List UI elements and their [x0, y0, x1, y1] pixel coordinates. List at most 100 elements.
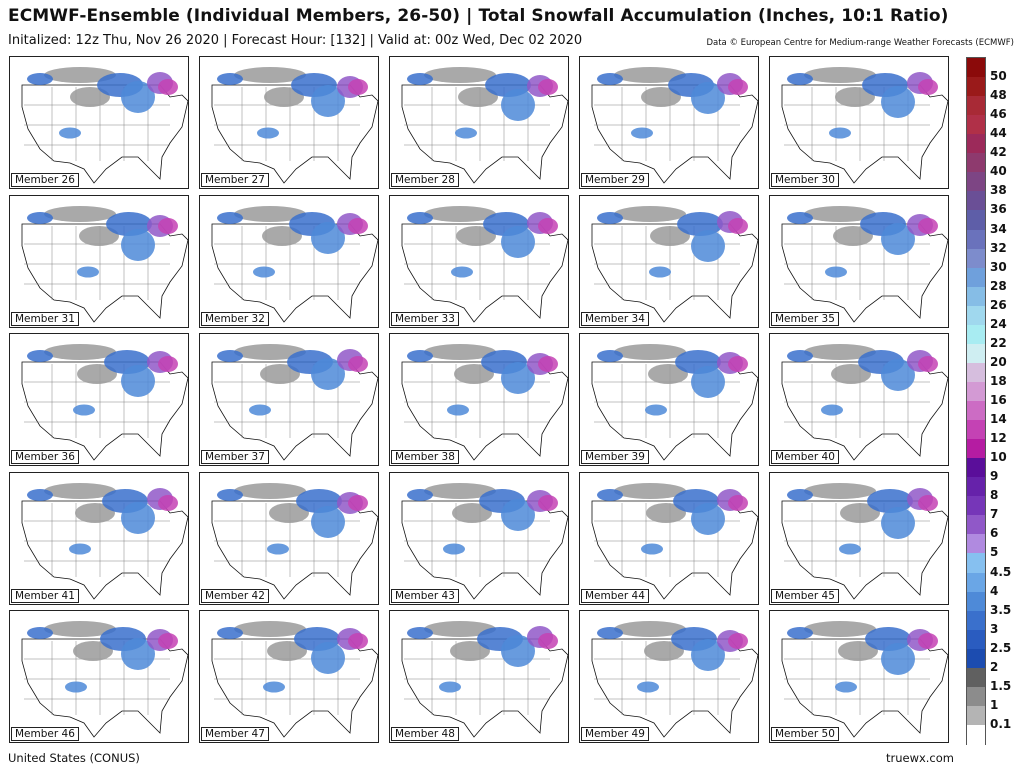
member-label: Member 27 [201, 173, 269, 187]
member-label: Member 37 [201, 450, 269, 464]
snowfall-map [211, 67, 378, 184]
legend-tick: 28 [990, 278, 1007, 293]
member-label: Member 26 [11, 173, 79, 187]
member-map-panel: Member 49 [579, 610, 759, 743]
region-label: United States (CONUS) [8, 751, 140, 765]
legend-swatch [967, 58, 985, 78]
legend-tick: 4.5 [990, 564, 1012, 579]
ensemble-panel-grid: Member 26 Member 27 Member 28 Member 29 Memb… [9, 56, 959, 746]
snowfall-map [781, 344, 948, 461]
member-map-panel: Member 41 [9, 471, 189, 605]
legend-swatch [967, 572, 985, 593]
legend-tick: 9 [990, 469, 999, 484]
map-subtitle: Initalized: 12z Thu, Nov 26 2020 | Forec… [8, 33, 583, 48]
legend-tick: 0.1 [990, 716, 1012, 731]
member-map-panel: Member 38 [389, 333, 569, 466]
legend-tick: 22 [990, 335, 1007, 350]
member-map-panel: Member 32 [199, 194, 379, 328]
legend-tick: 46 [990, 107, 1007, 122]
snowfall-map [591, 482, 758, 600]
member-map-panel: Member 27 [199, 56, 379, 189]
member-label: Member 43 [391, 588, 459, 603]
member-map-panel: Member 48 [389, 610, 569, 743]
legend-swatch [967, 381, 985, 402]
snowfall-map [21, 344, 188, 461]
member-label: Member 32 [201, 311, 269, 326]
member-map-panel: Member 34 [579, 194, 759, 328]
legend-swatch [967, 705, 985, 726]
legend-tick: 50 [990, 69, 1007, 84]
legend-tick: 26 [990, 297, 1007, 312]
snowfall-map [781, 67, 948, 184]
brand-footer[interactable]: truewx.com [885, 751, 954, 765]
map-title: ECMWF-Ensemble (Individual Members, 26-5… [8, 6, 949, 26]
legend-swatch [967, 496, 985, 517]
member-label: Member 48 [391, 727, 459, 741]
legend-tick: 3.5 [990, 602, 1012, 617]
member-map-panel: Member 50 [769, 610, 949, 743]
member-map-panel: Member 30 [769, 56, 949, 189]
member-label: Member 49 [581, 727, 649, 741]
legend-swatch [967, 191, 985, 212]
legend-tick: 7 [990, 507, 999, 522]
legend-tick: 42 [990, 145, 1007, 160]
snowfall-map [21, 482, 188, 600]
legend-tick: 44 [990, 126, 1007, 141]
legend-tick: 20 [990, 354, 1007, 369]
legend-swatch [967, 458, 985, 479]
snowfall-map [211, 482, 378, 600]
legend-swatch [967, 324, 985, 345]
legend-swatch [967, 134, 985, 155]
member-label: Member 28 [391, 173, 459, 187]
legend-swatch [967, 648, 985, 669]
legend-tick: 8 [990, 488, 999, 503]
member-map-panel: Member 36 [9, 333, 189, 466]
member-label: Member 38 [391, 450, 459, 464]
snowfall-map [591, 344, 758, 461]
member-label: Member 44 [581, 588, 649, 603]
member-map-panel: Member 40 [769, 333, 949, 466]
member-map-panel: Member 47 [199, 610, 379, 743]
member-map-panel: Member 26 [9, 56, 189, 189]
legend-swatch [967, 362, 985, 383]
legend-tick: 1.5 [990, 678, 1012, 693]
legend-tick: 5 [990, 545, 999, 560]
legend-swatch [967, 591, 985, 612]
member-map-panel: Member 46 [9, 610, 189, 743]
member-label: Member 40 [771, 450, 839, 464]
snowfall-color-legend [966, 57, 986, 745]
snowfall-map [21, 621, 188, 738]
snowfall-map [591, 67, 758, 184]
legend-tick: 2 [990, 659, 999, 674]
legend-swatch [967, 286, 985, 307]
legend-swatch [967, 534, 985, 555]
snowfall-map [401, 205, 568, 323]
member-label: Member 36 [11, 450, 79, 464]
member-label: Member 30 [771, 173, 839, 187]
member-label: Member 34 [581, 311, 649, 326]
legend-swatch [967, 439, 985, 460]
legend-tick: 18 [990, 373, 1007, 388]
legend-swatch [967, 248, 985, 269]
member-label: Member 46 [11, 727, 79, 741]
legend-tick: 32 [990, 240, 1007, 255]
snowfall-map [781, 621, 948, 738]
legend-swatch [967, 515, 985, 536]
legend-swatch [967, 420, 985, 441]
legend-swatch [967, 477, 985, 498]
legend-tick: 3 [990, 621, 999, 636]
snowfall-map [211, 344, 378, 461]
legend-swatch [967, 172, 985, 193]
member-map-panel: Member 45 [769, 471, 949, 605]
snowfall-map [591, 205, 758, 323]
legend-swatch [967, 610, 985, 631]
legend-swatch [967, 305, 985, 326]
member-label: Member 39 [581, 450, 649, 464]
legend-tick: 24 [990, 316, 1007, 331]
member-map-panel: Member 31 [9, 194, 189, 328]
legend-tick: 14 [990, 412, 1007, 427]
legend-tick: 34 [990, 221, 1007, 236]
member-map-panel: Member 35 [769, 194, 949, 328]
legend-tick: 10 [990, 450, 1007, 465]
member-map-panel: Member 33 [389, 194, 569, 328]
